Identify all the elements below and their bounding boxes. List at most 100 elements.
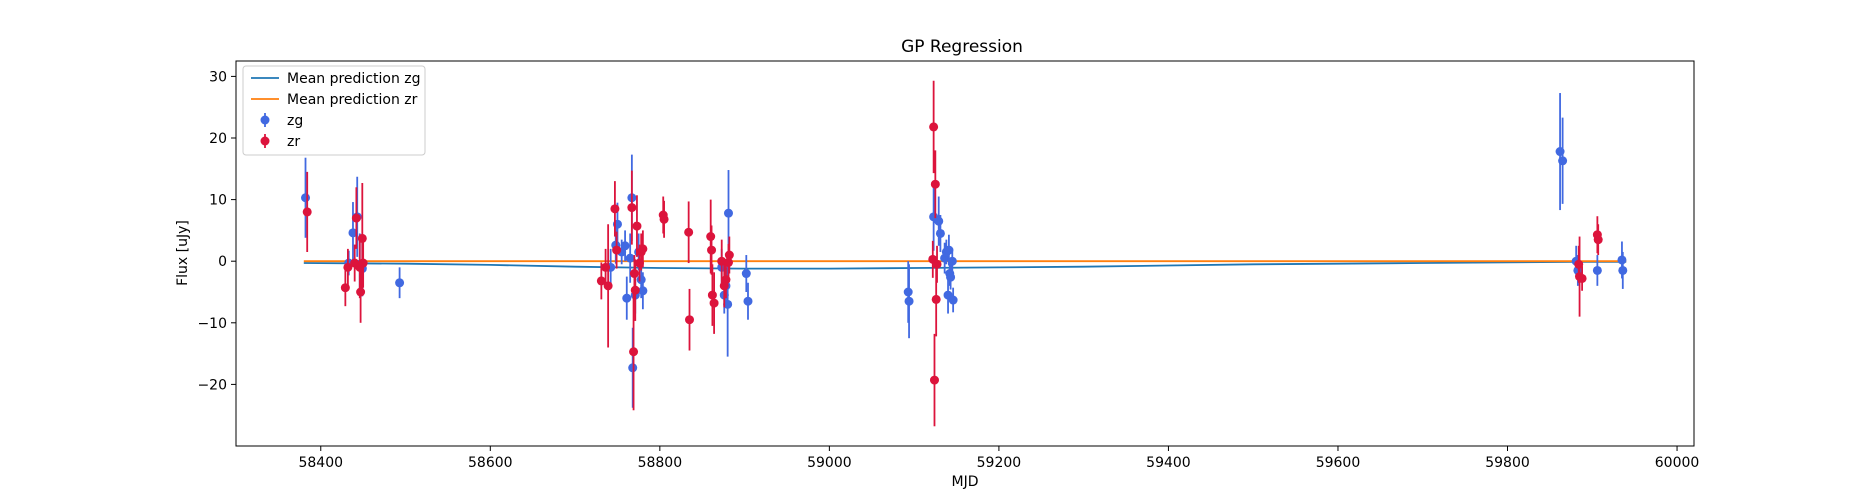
x-tick-label: 59600 — [1316, 455, 1361, 471]
y-tick-label: 0 — [218, 254, 227, 270]
marker — [358, 258, 368, 268]
marker — [724, 250, 734, 260]
point-zr-36 — [929, 80, 939, 174]
marker — [622, 293, 632, 303]
x-tick-label: 58400 — [298, 455, 343, 471]
lines-layer — [303, 260, 1627, 270]
y-axis-label: Flux [uJy] — [175, 220, 191, 286]
marker — [741, 269, 751, 279]
marker — [1593, 235, 1603, 245]
point-zg-12 — [622, 276, 632, 320]
point-zg-6 — [395, 267, 405, 299]
marker — [946, 272, 956, 282]
marker — [638, 286, 648, 296]
x-axis-label: MJD — [952, 474, 979, 490]
marker — [684, 227, 694, 237]
marker — [302, 207, 312, 217]
point-zg-28 — [904, 264, 914, 339]
marker — [932, 259, 942, 269]
marker — [743, 296, 753, 306]
point-zr-40 — [932, 245, 942, 283]
points-layer — [301, 80, 1628, 427]
marker — [603, 281, 613, 291]
x-tick-label: 59200 — [977, 455, 1022, 471]
x-tick-label: 59400 — [1146, 455, 1191, 471]
y-tick-label: −10 — [197, 316, 227, 332]
marker — [629, 347, 639, 357]
point-zr-45 — [1593, 224, 1603, 256]
marker — [717, 256, 727, 266]
y-tick-label: 30 — [209, 69, 227, 85]
marker — [930, 179, 940, 189]
marker — [723, 299, 733, 309]
legend-swatch — [260, 136, 270, 146]
marker — [929, 375, 939, 385]
marker — [1558, 156, 1568, 166]
legend: Mean prediction zg Mean prediction zr zg zr — [242, 65, 426, 156]
plot-frame — [235, 60, 1695, 447]
marker — [947, 256, 957, 266]
x-tick-label: 58800 — [638, 455, 683, 471]
x-axis: 58400 58600 58800 59000 59200 59400 59600 59800… — [298, 446, 1699, 471]
marker — [1618, 265, 1628, 275]
point-zr-18 — [632, 195, 642, 257]
marker — [612, 245, 622, 255]
x-tick-label: 59800 — [1485, 455, 1530, 471]
point-zr-30 — [717, 239, 727, 283]
point-zr-13 — [612, 231, 622, 269]
point-zr-14 — [627, 170, 637, 245]
x-tick-label: 60000 — [1655, 455, 1700, 471]
point-zg-37 — [946, 264, 956, 290]
legend-entry-0: Mean prediction zg — [251, 71, 421, 87]
marker — [348, 228, 358, 238]
y-tick-label: −20 — [197, 377, 227, 393]
legend-label: Mean prediction zr — [287, 92, 418, 108]
marker — [948, 295, 958, 305]
legend-entry-1: Mean prediction zr — [251, 92, 418, 108]
point-zg-44 — [1592, 255, 1602, 286]
point-zr-23 — [659, 200, 669, 238]
point-zg-19 — [638, 272, 648, 310]
marker — [395, 278, 405, 288]
point-zr-0 — [302, 171, 312, 252]
marker — [707, 290, 717, 300]
point-zg-11 — [620, 230, 630, 262]
marker — [638, 244, 648, 254]
marker — [351, 213, 361, 223]
marker — [596, 276, 606, 286]
y-tick-label: 10 — [209, 193, 227, 209]
marker — [610, 204, 620, 214]
marker — [620, 241, 630, 251]
point-zg-2 — [348, 202, 358, 264]
legend-entry-3: zr — [260, 134, 300, 150]
point-zr-17 — [630, 259, 640, 321]
point-zr-12 — [610, 181, 620, 237]
point-zg-46 — [1618, 251, 1628, 289]
marker — [301, 193, 311, 203]
marker — [627, 203, 637, 213]
point-zr-11 — [603, 224, 613, 348]
point-zg-38 — [947, 248, 957, 274]
marker — [685, 315, 695, 325]
marker — [929, 122, 939, 132]
marker — [630, 285, 640, 295]
marker — [935, 228, 945, 238]
point-zg-25 — [741, 255, 751, 292]
marker — [904, 296, 914, 306]
marker — [625, 253, 635, 263]
y-tick-label: 20 — [209, 131, 227, 147]
point-zg-26 — [743, 282, 753, 320]
marker — [1592, 265, 1602, 275]
marker — [723, 208, 733, 218]
mean-prediction-line-0 — [303, 260, 1627, 270]
point-zg-31 — [935, 215, 945, 252]
marker — [636, 275, 646, 285]
legend-label: Mean prediction zg — [287, 71, 421, 87]
x-tick-label: 58600 — [468, 455, 513, 471]
x-tick-label: 59000 — [807, 455, 852, 471]
point-zr-8 — [358, 238, 368, 288]
legend-swatch — [260, 115, 270, 125]
legend-box — [242, 65, 426, 156]
marker — [709, 298, 719, 308]
marker — [356, 287, 366, 297]
